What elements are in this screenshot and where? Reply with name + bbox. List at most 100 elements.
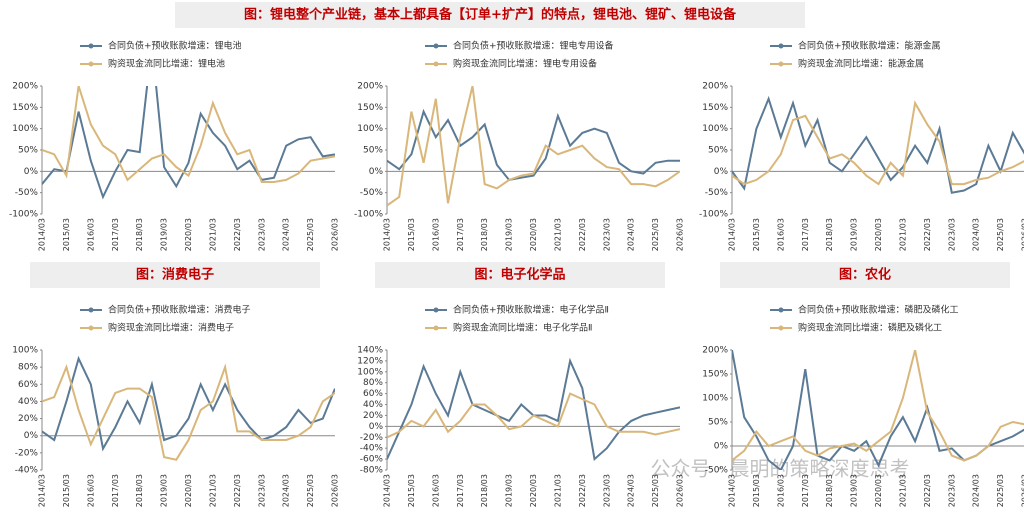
legend-marker	[433, 61, 439, 67]
section-title-bg	[375, 262, 665, 288]
legend-label: 合同负债+预收账款增速：磷肥及磷化工	[798, 304, 959, 316]
x-tick-label: 2019/03	[505, 474, 514, 507]
x-tick-label: 2023/03	[947, 474, 956, 507]
y-tick-label: 140%	[357, 346, 383, 356]
x-tick-label: 2015/03	[752, 474, 761, 507]
x-tick-label: 2017/03	[111, 474, 120, 507]
y-tick-label: 50%	[708, 418, 728, 428]
x-tick-label: 2014/03	[728, 474, 737, 507]
series-line	[387, 357, 680, 462]
series-line	[732, 100, 1024, 186]
y-tick-label: 150%	[702, 103, 728, 113]
section-title-bg	[720, 262, 1010, 288]
x-tick-label: 2025/03	[306, 474, 315, 507]
y-tick-label: 200%	[702, 346, 728, 356]
x-tick-label: 2014/03	[383, 474, 392, 507]
x-tick-label: 2019/03	[850, 474, 859, 507]
legend-marker	[88, 325, 94, 331]
x-tick-label: 2018/03	[480, 474, 489, 507]
legend-label: 合同负债+预收账款增速：电子化学品Ⅱ	[453, 304, 609, 316]
legend-marker	[778, 325, 784, 331]
x-tick-label: 2019/03	[505, 218, 514, 251]
y-tick-label: 100%	[357, 367, 383, 377]
y-tick-label: 40%	[18, 397, 38, 407]
x-tick-label: 2016/03	[431, 218, 440, 251]
series-line	[42, 355, 335, 452]
y-tick-label: 0%	[714, 167, 729, 177]
y-tick-label: -40%	[360, 444, 384, 454]
x-tick-label: 2015/03	[752, 218, 761, 251]
legend-marker	[88, 61, 94, 67]
y-tick-label: 200%	[357, 82, 383, 92]
y-tick-label: 200%	[12, 82, 38, 92]
x-tick-label: 2025/03	[996, 474, 1005, 507]
y-tick-label: 20%	[18, 414, 38, 424]
x-tick-label: 2022/03	[233, 474, 242, 507]
x-tick-label: 2023/03	[602, 474, 611, 507]
x-tick-label: 2025/03	[651, 474, 660, 507]
y-tick-label: 80%	[18, 363, 38, 373]
y-tick-label: 20%	[363, 411, 383, 421]
x-tick-label: 2016/03	[86, 218, 95, 251]
legend-marker	[433, 43, 439, 49]
x-tick-label: 2021/03	[898, 218, 907, 251]
x-tick-label: 2023/03	[602, 218, 611, 251]
series-line	[42, 86, 335, 200]
legend-marker	[778, 43, 784, 49]
legend-label: 购资现金流同比增速：锂电池	[108, 58, 225, 70]
y-tick-label: 40%	[363, 400, 383, 410]
x-tick-label: 2022/03	[578, 218, 587, 251]
y-tick-label: -60%	[360, 455, 384, 465]
x-tick-label: 2024/03	[972, 218, 981, 251]
x-tick-label: 2015/03	[407, 218, 416, 251]
y-tick-label: -100%	[9, 210, 38, 220]
y-tick-label: -100%	[354, 210, 383, 220]
legend-label: 购资现金流同比增速：锂电专用设备	[453, 58, 597, 70]
legend-marker	[433, 325, 439, 331]
y-tick-label: 0%	[24, 431, 39, 441]
series-line	[387, 86, 680, 207]
x-tick-label: 2025/03	[306, 218, 315, 251]
x-tick-label: 2023/03	[257, 218, 266, 251]
x-tick-label: 2022/03	[578, 474, 587, 507]
y-tick-label: -100%	[699, 210, 728, 220]
y-tick-label: 50%	[363, 146, 383, 156]
banner-bg	[175, 2, 805, 28]
x-tick-label: 2014/03	[38, 474, 47, 507]
series-line	[732, 350, 1024, 462]
y-tick-label: 200%	[702, 82, 728, 92]
x-tick-label: 2026/03	[1021, 218, 1024, 251]
legend-label: 合同负债+预收账款增速：能源金属	[798, 40, 941, 52]
x-tick-label: 2019/03	[850, 218, 859, 251]
x-tick-label: 2026/03	[676, 218, 685, 251]
x-tick-label: 2021/03	[208, 218, 217, 251]
legend-label: 合同负债+预收账款增速：锂电专用设备	[453, 40, 614, 52]
x-tick-label: 2021/03	[553, 218, 562, 251]
legend-marker	[778, 307, 784, 313]
x-tick-label: 2026/03	[1021, 474, 1024, 507]
x-tick-label: 2016/03	[776, 474, 785, 507]
x-tick-label: 2018/03	[825, 474, 834, 507]
y-tick-label: 0%	[24, 167, 39, 177]
y-tick-label: -20%	[360, 433, 384, 443]
section-title: 图：电子化学品	[474, 267, 565, 283]
y-tick-label: 60%	[363, 389, 383, 399]
x-tick-label: 2020/03	[529, 474, 538, 507]
x-tick-label: 2014/03	[383, 218, 392, 251]
section-title-bg	[30, 262, 320, 288]
x-tick-label: 2016/03	[431, 474, 440, 507]
x-tick-label: 2016/03	[86, 474, 95, 507]
y-tick-label: 0%	[714, 442, 729, 452]
x-tick-label: 2020/03	[184, 474, 193, 507]
y-tick-label: 50%	[708, 146, 728, 156]
x-tick-label: 2017/03	[456, 474, 465, 507]
x-tick-label: 2021/03	[208, 474, 217, 507]
legend-label: 购资现金流同比增速：电子化学品Ⅱ	[453, 322, 592, 334]
x-tick-label: 2023/03	[257, 474, 266, 507]
x-tick-label: 2026/03	[331, 218, 340, 251]
legend-label: 购资现金流同比增速：消费电子	[108, 322, 234, 334]
x-tick-label: 2017/03	[456, 218, 465, 251]
x-tick-label: 2014/03	[38, 218, 47, 251]
